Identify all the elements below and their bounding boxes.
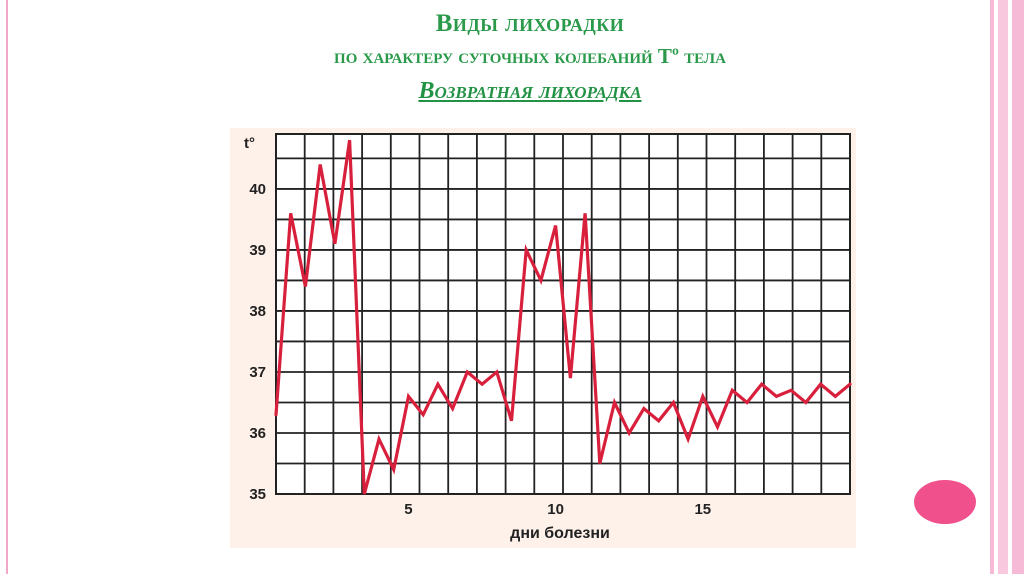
y-tick-label: 40 — [249, 181, 266, 198]
y-axis-ticks: 35 36 37 38 39 40 — [249, 181, 266, 503]
slide-left-border — [6, 0, 8, 574]
x-tick-label: 10 — [547, 501, 564, 518]
slide-subtitle: по характеру суточных колебаний Tº тела — [334, 44, 726, 68]
x-axis-label: дни болезни — [510, 525, 610, 542]
y-tick-label: 37 — [249, 364, 266, 381]
chart-grid — [275, 133, 851, 495]
x-axis-ticks: 5 10 15 — [404, 501, 711, 518]
y-tick-label: 35 — [249, 486, 266, 503]
slide-right-decoration — [984, 0, 1024, 574]
temperature-series — [274, 139, 852, 495]
y-axis-label: t° — [244, 135, 255, 152]
decorative-pink-circle — [914, 480, 976, 524]
fever-chart-svg: 35 36 37 38 39 40 5 10 15 t° дни болезни — [244, 133, 852, 542]
slide-chart-heading: Возвратная лихорадка — [418, 78, 642, 104]
temperature-line — [274, 139, 852, 495]
fever-chart: 35 36 37 38 39 40 5 10 15 t° дни болезни — [230, 128, 856, 548]
slide-title: Виды лихорадки — [435, 10, 625, 37]
y-tick-label: 36 — [249, 425, 266, 442]
y-tick-label: 38 — [249, 303, 266, 320]
x-tick-label: 15 — [694, 501, 711, 518]
x-tick-label: 5 — [404, 501, 412, 518]
y-tick-label: 39 — [249, 242, 266, 259]
